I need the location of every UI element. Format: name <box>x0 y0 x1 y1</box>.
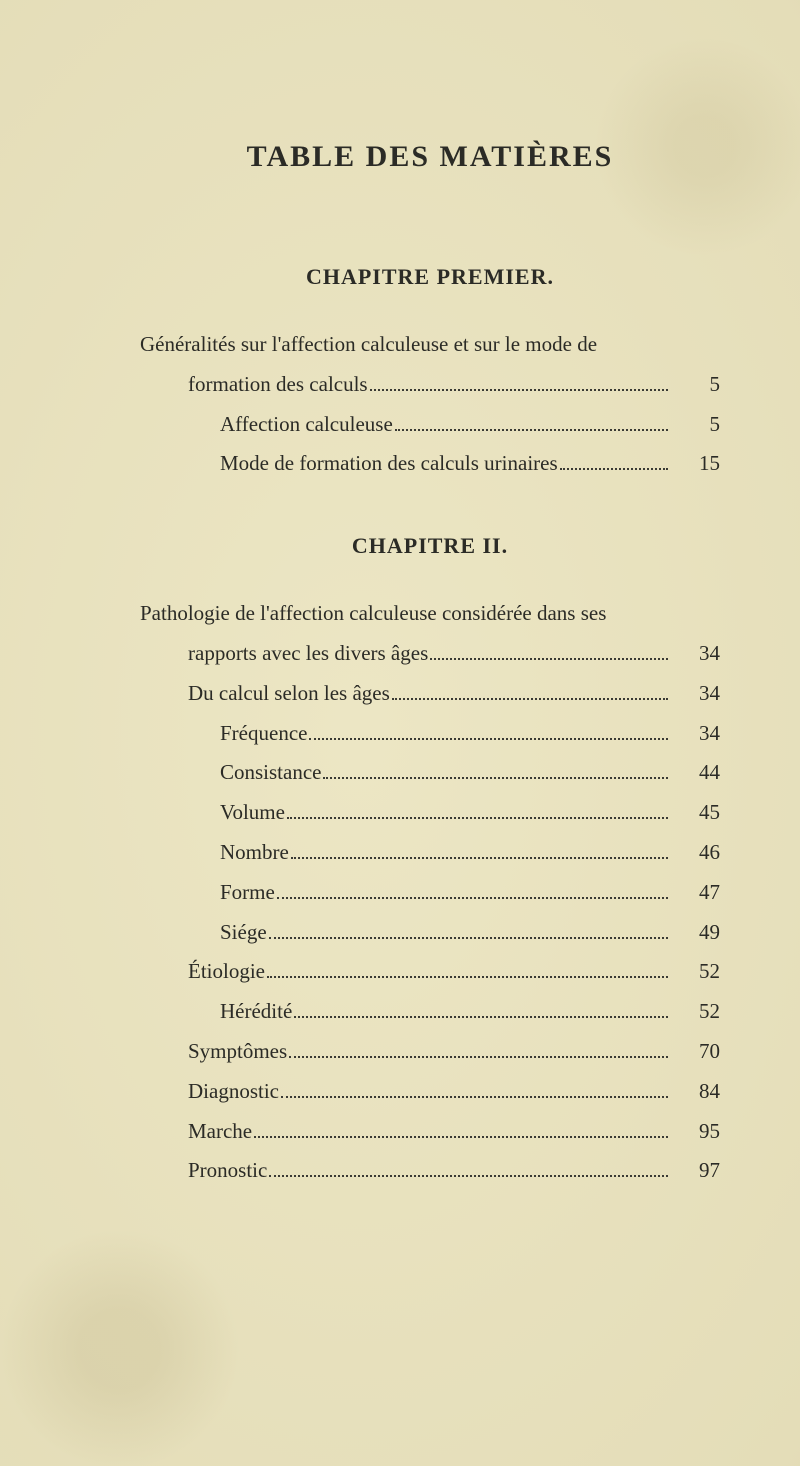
toc-label: Fréquence <box>220 715 307 753</box>
dot-leader <box>395 416 668 431</box>
toc-entry: Forme 47 <box>140 874 720 912</box>
toc-page: 47 <box>674 874 720 912</box>
toc-label: Étiologie <box>188 953 265 991</box>
dot-leader <box>291 844 668 859</box>
toc-entry-lead: Généralités sur l'affection calculeuse e… <box>140 326 720 364</box>
toc-label: Du calcul selon les âges <box>188 675 390 713</box>
toc-label: formation des calculs <box>188 366 368 404</box>
toc-entry: Du calcul selon les âges 34 <box>140 675 720 713</box>
toc-entry: Étiologie 52 <box>140 953 720 991</box>
toc-entry: Consistance 44 <box>140 754 720 792</box>
toc-page: 34 <box>674 635 720 673</box>
dot-leader <box>254 1123 668 1138</box>
dot-leader <box>289 1043 668 1058</box>
dot-leader <box>309 725 668 740</box>
chapter-heading: CHAPITRE II. <box>140 533 720 559</box>
toc-page: 52 <box>674 953 720 991</box>
toc-page: 70 <box>674 1033 720 1071</box>
dot-leader <box>370 376 668 391</box>
toc-page: 44 <box>674 754 720 792</box>
toc-label: Nombre <box>220 834 289 872</box>
toc-page: 49 <box>674 914 720 952</box>
toc-label: Consistance <box>220 754 321 792</box>
toc-page: 15 <box>674 445 720 483</box>
dot-leader <box>430 645 668 660</box>
toc-entry: Pronostic 97 <box>140 1152 720 1190</box>
toc-entry: Mode de formation des calculs urinaires … <box>140 445 720 483</box>
toc-label: Hérédité <box>220 993 292 1031</box>
toc-entry: Diagnostic 84 <box>140 1073 720 1111</box>
toc-label: Symptômes <box>188 1033 287 1071</box>
page-title: TABLE DES MATIÈRES <box>140 140 720 174</box>
toc-page: 84 <box>674 1073 720 1111</box>
toc-entry: Volume 45 <box>140 794 720 832</box>
toc-page: 34 <box>674 715 720 753</box>
toc-label: Marche <box>188 1113 252 1151</box>
toc-entry: rapports avec les divers âges 34 <box>140 635 720 673</box>
dot-leader <box>267 964 668 979</box>
toc-page: 95 <box>674 1113 720 1151</box>
toc-page: 46 <box>674 834 720 872</box>
dot-leader <box>392 685 668 700</box>
dot-leader <box>269 924 668 939</box>
toc-entry: Symptômes 70 <box>140 1033 720 1071</box>
toc-label: Forme <box>220 874 275 912</box>
toc-entry-lead: Pathologie de l'affection calculeuse con… <box>140 595 720 633</box>
dot-leader <box>294 1004 668 1019</box>
toc-label: Généralités sur l'affection calculeuse e… <box>140 332 597 356</box>
toc-label: rapports avec les divers âges <box>188 635 428 673</box>
toc-page: 52 <box>674 993 720 1031</box>
dot-leader <box>277 884 668 899</box>
toc-label: Siége <box>220 914 267 952</box>
toc-entry: Fréquence 34 <box>140 715 720 753</box>
toc-page: 45 <box>674 794 720 832</box>
dot-leader <box>269 1163 668 1178</box>
toc-entry: Siége 49 <box>140 914 720 952</box>
toc-label: Pathologie de l'affection calculeuse con… <box>140 601 606 625</box>
dot-leader <box>560 456 668 471</box>
toc-page: 5 <box>674 406 720 444</box>
toc-label: Pronostic <box>188 1152 267 1190</box>
toc-label: Diagnostic <box>188 1073 279 1111</box>
toc-entry: Affection calculeuse 5 <box>140 406 720 444</box>
toc-entry: Marche 95 <box>140 1113 720 1151</box>
toc-entry: Nombre 46 <box>140 834 720 872</box>
dot-leader <box>323 765 668 780</box>
document-page: TABLE DES MATIÈRES CHAPITRE PREMIER. Gén… <box>0 0 800 1466</box>
dot-leader <box>281 1083 668 1098</box>
toc-label: Volume <box>220 794 285 832</box>
toc-label: Affection calculeuse <box>220 406 393 444</box>
toc-entry: Hérédité 52 <box>140 993 720 1031</box>
toc-entry: formation des calculs 5 <box>140 366 720 404</box>
toc-page: 97 <box>674 1152 720 1190</box>
dot-leader <box>287 805 668 820</box>
chapter-heading: CHAPITRE PREMIER. <box>140 264 720 290</box>
toc-page: 5 <box>674 366 720 404</box>
toc-label: Mode de formation des calculs urinaires <box>220 445 558 483</box>
toc-page: 34 <box>674 675 720 713</box>
